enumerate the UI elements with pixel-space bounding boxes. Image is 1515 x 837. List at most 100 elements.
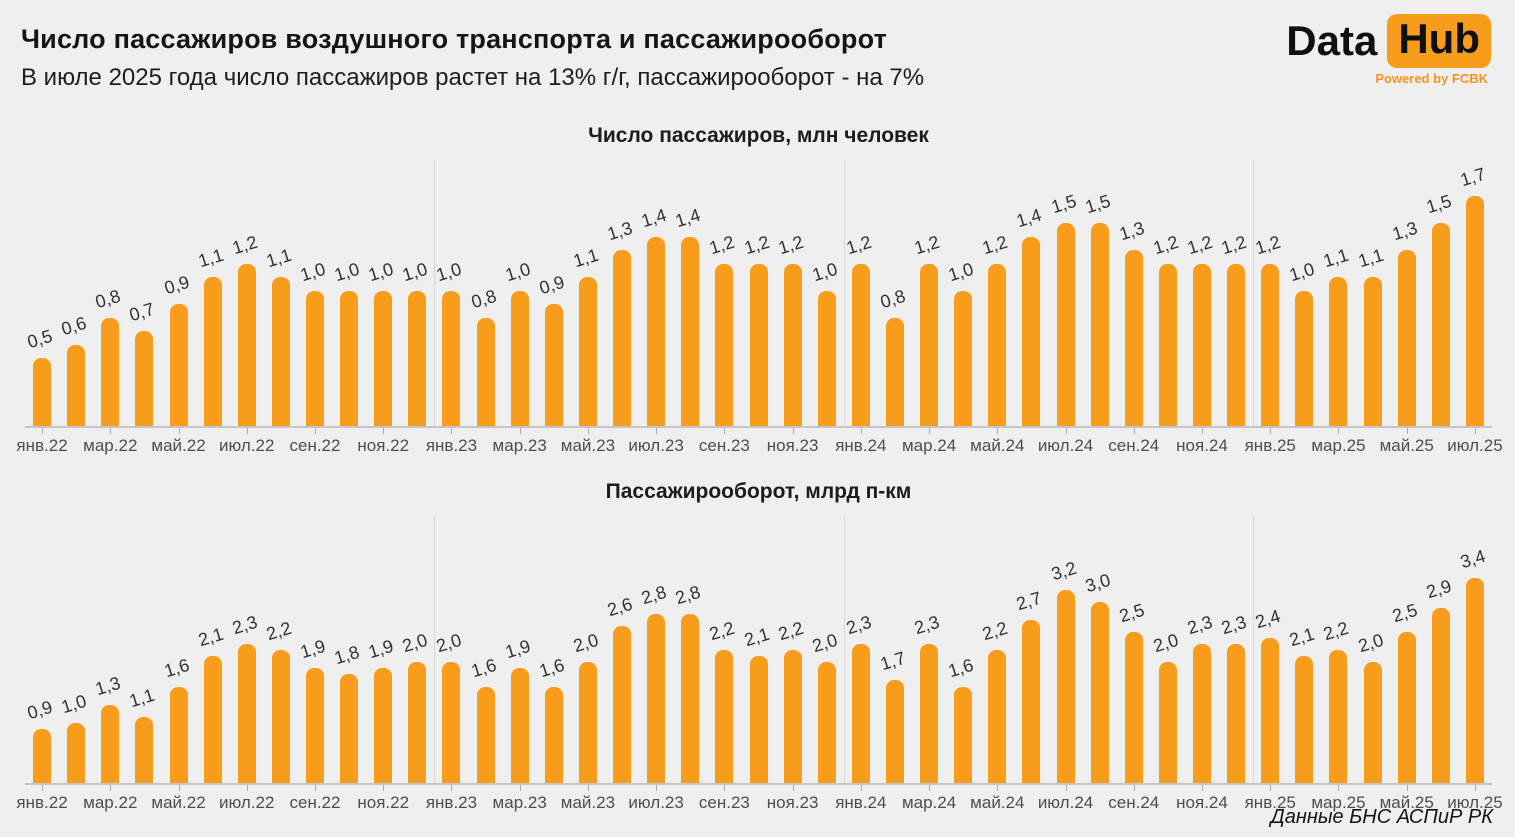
bar-value-label: 0,9 bbox=[536, 271, 567, 299]
bar-value-label: 2,1 bbox=[195, 623, 226, 651]
bar-value-label: 0,9 bbox=[25, 696, 55, 724]
bar bbox=[135, 717, 154, 783]
x-tick-label: май.25 bbox=[1379, 793, 1434, 812]
bar-value-label: 2,5 bbox=[1116, 599, 1147, 627]
bar-value-label: 1,9 bbox=[297, 635, 328, 663]
x-tick bbox=[587, 785, 589, 791]
bar bbox=[1329, 277, 1348, 426]
year-divider bbox=[843, 517, 845, 783]
x-tick-label: янв.22 bbox=[16, 793, 68, 812]
bar-value-label: 1,6 bbox=[468, 654, 499, 682]
bar-value-label: 1,0 bbox=[297, 258, 328, 286]
bar-value-label: 2,6 bbox=[604, 593, 635, 621]
bar bbox=[1465, 578, 1484, 783]
bar bbox=[340, 674, 359, 783]
data-source: Данные БНС АСПиР РК bbox=[1270, 806, 1493, 828]
bar bbox=[1261, 264, 1280, 426]
x-tick bbox=[1270, 785, 1272, 791]
bar-value-label: 1,1 bbox=[263, 244, 294, 272]
x-tick-label: мар.24 bbox=[901, 436, 957, 455]
bar bbox=[1227, 264, 1246, 426]
bar bbox=[442, 662, 461, 783]
bar-value-label: 1,2 bbox=[1253, 231, 1283, 259]
bar-value-label: 2,0 bbox=[570, 629, 601, 657]
bar-value-label: 2,2 bbox=[1321, 617, 1352, 645]
x-tick bbox=[1406, 785, 1408, 791]
bar bbox=[749, 264, 768, 426]
page-title: Число пассажиров воздушного транспорта и… bbox=[21, 24, 888, 54]
bar-value-label: 1,3 bbox=[1116, 217, 1147, 245]
bar bbox=[305, 291, 324, 426]
bar-value-label: 0,8 bbox=[468, 285, 499, 313]
x-tick-label: сен.23 bbox=[698, 436, 750, 455]
bar-value-label: 1,1 bbox=[570, 244, 601, 272]
bar bbox=[1329, 650, 1348, 783]
bar bbox=[67, 723, 86, 783]
bar bbox=[954, 687, 973, 783]
bar-value-label: 2,3 bbox=[912, 611, 942, 639]
bar bbox=[476, 687, 495, 783]
bar-value-label: 2,0 bbox=[1150, 629, 1181, 657]
x-tick-label: ноя.24 bbox=[1176, 793, 1228, 812]
x-tick-label: май.25 bbox=[1379, 436, 1434, 455]
x-tick-label: май.24 bbox=[970, 793, 1025, 812]
x-tick bbox=[246, 428, 248, 434]
bar-value-label: 2,2 bbox=[775, 617, 806, 645]
x-tick bbox=[656, 785, 658, 791]
bar bbox=[340, 291, 359, 426]
bar-value-label: 1,4 bbox=[673, 204, 704, 232]
bar bbox=[1227, 644, 1246, 783]
bar-value-label: 2,3 bbox=[1184, 611, 1215, 639]
x-tick bbox=[1406, 428, 1408, 434]
bar-value-label: 1,8 bbox=[332, 641, 362, 669]
bar-value-label: 2,0 bbox=[400, 629, 431, 657]
bar-value-label: 2,0 bbox=[434, 629, 465, 657]
chart-title-turnover: Пассажирооборот, млрд п-км bbox=[605, 480, 912, 503]
bar-value-label: 1,2 bbox=[775, 231, 806, 259]
x-tick bbox=[1474, 428, 1476, 434]
bar bbox=[1090, 602, 1109, 783]
x-tick bbox=[1133, 785, 1135, 791]
bar-value-label: 0,8 bbox=[93, 285, 124, 313]
bar bbox=[988, 264, 1007, 426]
bar bbox=[1124, 632, 1143, 783]
bar bbox=[1056, 223, 1075, 426]
bar bbox=[442, 291, 461, 426]
bar-value-label: 1,1 bbox=[1355, 244, 1386, 272]
bar bbox=[578, 277, 597, 426]
bar bbox=[715, 264, 734, 426]
x-tick bbox=[42, 428, 44, 434]
x-tick bbox=[1065, 785, 1067, 791]
year-divider bbox=[1253, 160, 1255, 426]
bar bbox=[715, 650, 734, 783]
bar-value-label: 2,8 bbox=[639, 581, 669, 609]
x-tick bbox=[656, 428, 658, 434]
bar bbox=[476, 318, 495, 426]
x-tick-label: ноя.22 bbox=[357, 436, 410, 455]
bar bbox=[1124, 250, 1143, 426]
x-tick bbox=[929, 785, 931, 791]
x-tick-label: ноя.22 bbox=[357, 793, 410, 812]
bar bbox=[1431, 223, 1450, 426]
bar-value-label: 2,1 bbox=[1287, 623, 1318, 651]
x-tick bbox=[860, 428, 862, 434]
x-tick bbox=[519, 785, 521, 791]
logo-text-hub-badge: Hub bbox=[1387, 14, 1491, 68]
bar-value-label: 1,2 bbox=[1184, 231, 1215, 259]
chart-plot-turnover: 0,9 1,0 1,3 1,1 1,6 2,1 2,3 2,2 1,9 1,8 1,9 2,0 2,0 1… bbox=[25, 517, 1492, 791]
bar-value-label: 1,3 bbox=[93, 672, 124, 700]
bar bbox=[203, 656, 222, 783]
bar bbox=[374, 668, 393, 783]
bar bbox=[1397, 250, 1416, 426]
x-tick-label: июл.22 bbox=[219, 436, 275, 455]
bar-value-label: 0,5 bbox=[25, 325, 55, 353]
bar-value-label: 2,3 bbox=[1219, 611, 1249, 639]
bar bbox=[271, 277, 290, 426]
bar bbox=[1056, 590, 1075, 783]
x-tick bbox=[1133, 428, 1135, 434]
bar-value-label: 1,5 bbox=[1048, 190, 1079, 218]
chart-title-passengers: Число пассажиров, млн человек bbox=[588, 124, 929, 147]
x-tick-label: июл.25 bbox=[1447, 436, 1503, 455]
x-tick-label: сен.22 bbox=[289, 793, 341, 812]
bar bbox=[1090, 223, 1109, 426]
